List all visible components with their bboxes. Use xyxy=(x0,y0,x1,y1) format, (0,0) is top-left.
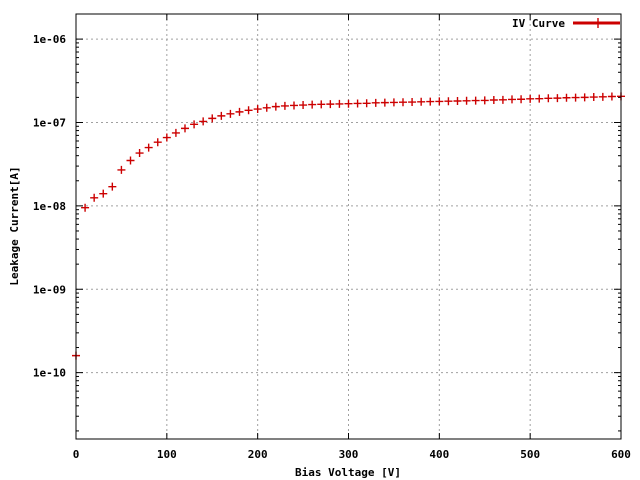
data-points xyxy=(72,92,625,360)
data-point xyxy=(480,96,489,105)
data-point xyxy=(444,97,453,106)
data-point xyxy=(226,109,235,118)
data-point xyxy=(90,193,99,202)
x-tick-label: 100 xyxy=(157,448,177,461)
x-tick-label: 500 xyxy=(520,448,540,461)
data-point xyxy=(253,105,262,114)
data-point xyxy=(335,99,344,108)
data-point xyxy=(344,99,353,108)
data-point xyxy=(308,100,317,109)
data-point xyxy=(489,96,498,105)
data-point xyxy=(435,97,444,106)
data-point xyxy=(535,94,544,103)
x-axis-label: Bias Voltage [V] xyxy=(295,466,401,479)
data-point xyxy=(562,93,571,102)
plot-frame xyxy=(75,13,622,440)
data-point xyxy=(108,182,117,191)
x-tick-label: 0 xyxy=(73,448,80,461)
legend: IV Curve xyxy=(512,17,620,30)
legend-label: IV Curve xyxy=(512,17,565,30)
data-point xyxy=(498,95,507,104)
data-point xyxy=(371,98,380,107)
data-point xyxy=(290,101,298,110)
data-point xyxy=(235,107,244,116)
data-point xyxy=(544,94,553,103)
data-point xyxy=(326,100,335,109)
data-point xyxy=(417,97,426,106)
data-point xyxy=(190,120,199,129)
data-point xyxy=(153,138,162,147)
y-tick-label: 1e-07 xyxy=(33,116,66,129)
data-point xyxy=(217,111,226,120)
data-point xyxy=(471,96,480,105)
data-point xyxy=(408,98,417,107)
data-point xyxy=(99,189,108,198)
data-point xyxy=(171,128,180,137)
data-point xyxy=(589,93,598,102)
x-tick-label: 300 xyxy=(339,448,359,461)
data-point xyxy=(380,98,389,107)
y-tick-label: 1e-09 xyxy=(33,283,66,296)
data-point xyxy=(117,165,126,174)
data-point xyxy=(208,114,217,123)
data-point xyxy=(399,98,407,107)
data-point xyxy=(126,156,135,165)
data-point xyxy=(526,94,535,103)
data-point xyxy=(262,103,271,112)
data-point xyxy=(362,99,371,108)
data-point xyxy=(389,98,398,107)
y-tick-label: 1e-06 xyxy=(33,33,66,46)
tick-labels: 0 100 200 300 400 500 600 1e-10 1e-09 1e-08 1e-07 1… xyxy=(33,33,631,461)
data-point xyxy=(517,95,526,104)
data-point xyxy=(453,96,462,105)
data-point xyxy=(299,101,308,110)
data-point xyxy=(353,99,362,108)
data-point xyxy=(199,117,208,126)
data-point xyxy=(580,93,589,102)
data-point xyxy=(553,94,562,103)
x-tick-label: 400 xyxy=(429,448,449,461)
data-point xyxy=(244,106,253,115)
data-point xyxy=(607,92,616,101)
y-axis-label: Leakage Current[A] xyxy=(8,166,21,285)
data-point xyxy=(317,100,326,109)
y-tick-label: 1e-08 xyxy=(33,200,66,213)
grid-lines xyxy=(76,14,621,439)
data-point xyxy=(135,149,144,158)
data-point xyxy=(508,95,516,104)
y-tick-label: 1e-10 xyxy=(33,367,66,380)
data-point xyxy=(271,102,280,111)
data-point xyxy=(280,101,289,110)
x-tick-label: 200 xyxy=(248,448,268,461)
data-point xyxy=(598,92,607,101)
data-point xyxy=(144,143,153,152)
data-point xyxy=(426,97,435,106)
data-point xyxy=(571,93,580,102)
legend-plus-marker xyxy=(593,18,603,28)
data-point xyxy=(462,96,471,105)
data-point xyxy=(81,203,90,212)
data-point xyxy=(181,124,189,133)
data-point xyxy=(162,133,171,142)
x-tick-label: 600 xyxy=(611,448,631,461)
